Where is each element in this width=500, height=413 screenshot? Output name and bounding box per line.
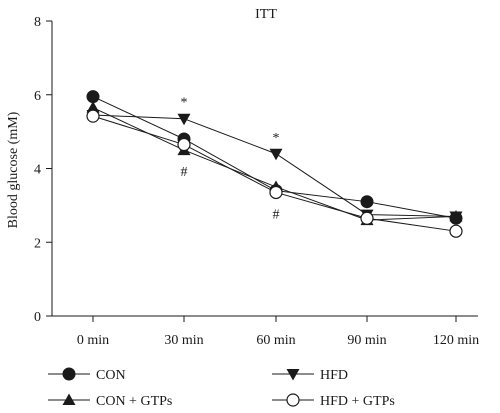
legend-item-hfd-gtps: HFD + GTPs bbox=[272, 393, 395, 409]
legend-label: HFD + GTPs bbox=[320, 394, 395, 409]
legend: CON HFD CON + GTPs HFD + GTPs bbox=[48, 367, 395, 409]
data-point bbox=[449, 209, 463, 222]
significance-hash: # bbox=[181, 165, 188, 180]
legend-marker bbox=[62, 393, 76, 405]
legend-item-hfd: HFD bbox=[272, 368, 348, 383]
y-tick-label: 4 bbox=[34, 163, 41, 178]
y-tick-label: 2 bbox=[34, 236, 41, 251]
axes: 0 2 4 6 8 0 min 30 min 60 min 90 min 120 min bbox=[34, 15, 479, 348]
series-line bbox=[92, 107, 457, 221]
legend-label: CON + GTPs bbox=[96, 394, 172, 409]
data-point bbox=[449, 224, 463, 238]
legend-label: CON bbox=[96, 368, 126, 383]
data-point bbox=[269, 185, 283, 200]
data-point bbox=[360, 195, 374, 209]
data-point bbox=[86, 90, 100, 104]
significance-star: * bbox=[273, 131, 280, 146]
legend-marker bbox=[62, 367, 76, 381]
markers-hfd-gtps bbox=[86, 109, 463, 238]
data-point bbox=[360, 211, 374, 225]
y-axis-label: Blood glucose (mM) bbox=[6, 111, 21, 228]
markers-hfd bbox=[86, 110, 463, 223]
annotation-layer: * # * # bbox=[181, 96, 280, 223]
data-point bbox=[177, 113, 191, 126]
x-tick-label: 0 min bbox=[77, 333, 109, 348]
legend-item-con-gtps: CON + GTPs bbox=[48, 393, 172, 409]
significance-star: * bbox=[181, 96, 188, 111]
x-tick-label: 30 min bbox=[164, 333, 203, 348]
chart-title: ITT bbox=[255, 7, 277, 22]
legend-label: HFD bbox=[320, 368, 348, 383]
legend-marker bbox=[286, 369, 300, 381]
x-tick-label: 120 min bbox=[433, 333, 479, 348]
series-con-gtps bbox=[92, 107, 457, 221]
significance-hash: # bbox=[273, 207, 280, 222]
y-tick-label: 6 bbox=[34, 89, 41, 104]
data-point bbox=[86, 101, 100, 113]
legend-marker bbox=[286, 393, 300, 407]
x-tick-label: 60 min bbox=[256, 333, 295, 348]
data-point bbox=[86, 109, 100, 123]
data-point bbox=[177, 137, 191, 152]
y-tick-label: 0 bbox=[34, 310, 41, 325]
series-layer bbox=[86, 90, 463, 238]
x-tick-label: 90 min bbox=[347, 333, 386, 348]
data-point bbox=[269, 148, 283, 161]
legend-item-con: CON bbox=[48, 367, 126, 383]
y-tick-label: 8 bbox=[34, 15, 41, 30]
